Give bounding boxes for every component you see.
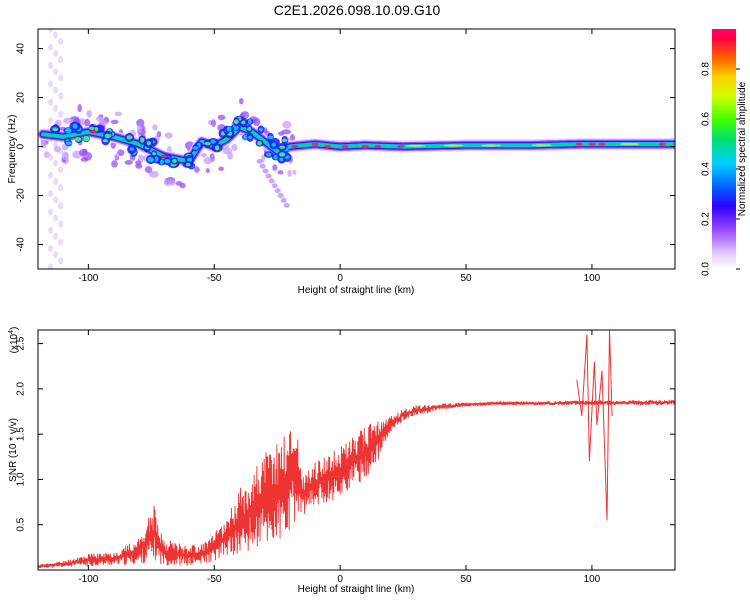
- spectrogram-x-tick-label: -100: [78, 273, 98, 284]
- spectrogram-y-tick-label: -20: [16, 188, 27, 203]
- spectrogram-x-tick-label: -50: [207, 273, 222, 284]
- spectrogram-y-tick-label: 40: [16, 43, 27, 55]
- colorbar-label: Normalized spectral amplitude: [737, 81, 748, 216]
- colorbar-ticks: 0.0 0.2 0.4 0.6 0.8: [701, 62, 740, 276]
- chart-title: C2E1.2026.098.10.09.G10: [274, 2, 441, 18]
- snr-spikes: [576, 330, 613, 521]
- spectrogram-ticks: -100 -50 0 50 100 -40 -20 0 20 40: [16, 29, 675, 284]
- spectrogram-y-label: Frequency (Hz): [7, 115, 18, 184]
- snr-frame: [37, 329, 676, 571]
- spectrogram-x-tick-label: 100: [584, 273, 601, 284]
- snr-y-tick-label: 0.5: [16, 517, 27, 531]
- snr-y-tick-label: 2.5: [16, 336, 27, 350]
- snr-y-tick-label: 1.5: [16, 427, 27, 441]
- colorbar-tick-label: 0.4: [701, 162, 712, 176]
- snr-y-label: SNR (10 * v/v): [8, 418, 19, 482]
- snr-x-tick-label: -50: [207, 574, 222, 585]
- snr-x-tick-label: 50: [460, 574, 472, 585]
- colorbar-tick-label: 0.2: [701, 212, 712, 226]
- colorbar-tick-label: 0.0: [701, 262, 712, 276]
- snr-y-tick-label: 2.0: [16, 381, 27, 395]
- snr-series-line: [38, 399, 675, 569]
- colorbar-tick-label: 0.6: [701, 112, 712, 126]
- snr-multiplier-base: (x10: [9, 333, 20, 353]
- spectrogram-y-tick-label: -40: [16, 237, 27, 252]
- svg-text:(x104): (x104): [8, 327, 20, 354]
- snr-y-tick-label: 1.0: [16, 472, 27, 486]
- snr-x-tick-label: -100: [78, 574, 98, 585]
- spectrogram-x-tick-label: 0: [337, 273, 343, 284]
- snr-ticks: -100 -50 0 50 100 0.5 1.0 1.5 2.0 2.5: [16, 330, 675, 585]
- spectrogram-x-label: Height of straight line (km): [298, 285, 415, 296]
- spectrogram-y-tick-label: 0: [16, 143, 27, 149]
- colorbar-tick-label: 0.8: [701, 62, 712, 76]
- spectrogram-heat: [38, 29, 675, 269]
- spectrogram-x-tick-label: 50: [460, 273, 472, 284]
- snr-x-tick-label: 0: [337, 574, 343, 585]
- spectrogram-panel: -100 -50 0 50 100 -40 -20 0 20 40 Height of strai…: [7, 28, 676, 296]
- snr-x-label: Height of straight line (km): [298, 584, 415, 595]
- snr-background: [38, 330, 675, 570]
- colorbar: 0.0 0.2 0.4 0.6 0.8 Normalized spectral ampl…: [701, 29, 748, 276]
- snr-panel: -100 -50 0 50 100 0.5 1.0 1.5 2.0 2.5 Height of s…: [8, 327, 676, 595]
- snr-multiplier: (x104): [8, 327, 20, 354]
- spectrogram-y-tick-label: 20: [16, 92, 27, 104]
- spectrogram-frame: [37, 28, 676, 270]
- snr-x-tick-label: 100: [584, 574, 601, 585]
- colorbar-gradient: [712, 29, 736, 269]
- snr-multiplier-exp: 4: [8, 330, 15, 334]
